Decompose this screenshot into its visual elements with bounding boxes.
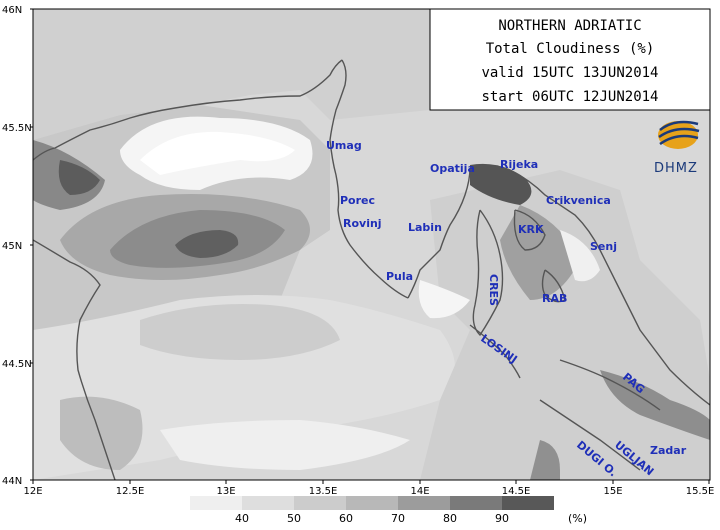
x-tick-label: 12E (23, 486, 42, 497)
shade-south-dark (530, 440, 560, 480)
legend-unit: (%) (568, 512, 587, 525)
title-line-3: valid 15UTC 13JUN2014 (481, 65, 658, 81)
coast-krk (513, 209, 546, 251)
coastlines (33, 59, 710, 480)
legend-label: 50 (287, 512, 301, 525)
coast-istria-west (329, 59, 409, 299)
y-axis: 46N 45.5N 45N 44.5N 44N (2, 5, 33, 487)
legend-label: 60 (339, 512, 353, 525)
x-tick-label: 15.5E (686, 486, 715, 497)
place-pula: Pula (386, 270, 413, 283)
y-tick-label: 44N (2, 476, 22, 487)
shade-south-clear (160, 420, 410, 470)
shade-north (33, 9, 430, 140)
x-tick-label: 15E (603, 486, 622, 497)
place-umag: Umag (326, 139, 362, 152)
x-tick-label: 14E (410, 486, 429, 497)
legend-label: 80 (443, 512, 457, 525)
legend-label: 70 (391, 512, 405, 525)
shade-west-core (58, 160, 100, 195)
coast-istria-east (407, 167, 471, 299)
coast-ugljan (539, 399, 641, 471)
dhmz-swoosh-icon (658, 120, 700, 149)
dhmz-logo-text: DHMZ (654, 161, 698, 176)
place-rovinj: Rovinj (343, 217, 382, 230)
legend-swatch (502, 496, 554, 510)
place-porec: Porec (340, 194, 375, 207)
x-axis: 12E 12.5E 13E 13.5E 14E 14.5E 15E 15.5E (23, 480, 714, 497)
shade-band-core (175, 230, 239, 258)
place-krk: KRK (518, 223, 544, 236)
y-tick-label: 44.5N (2, 359, 32, 370)
legend: 40 50 60 70 80 90 (%) (190, 496, 587, 525)
title-box-frame (429, 8, 711, 111)
place-rijeka: Rijeka (500, 158, 538, 171)
place-zadar: Zadar (650, 444, 687, 457)
shade-pag (600, 370, 710, 440)
cloud-shading (33, 9, 710, 480)
y-tick-label: 46N (2, 5, 22, 16)
shade-rijeka-core (470, 163, 532, 205)
title-line-1: NORTHERN ADRIATIC (498, 18, 641, 34)
shade-krk-band (500, 205, 580, 300)
legend-swatch (346, 496, 398, 510)
shade-southwest (60, 396, 143, 470)
x-tick-label: 14.5E (502, 486, 531, 497)
place-rab: RAB (542, 292, 567, 305)
legend-label: 90 (495, 512, 509, 525)
place-crikvenica: Crikvenica (546, 194, 611, 207)
legend-swatch (450, 496, 502, 510)
place-senj: Senj (590, 240, 617, 253)
y-tick-label: 45N (2, 241, 22, 252)
place-cres: CRES (487, 274, 500, 306)
x-tick-label: 12.5E (116, 486, 145, 497)
place-opatija: Opatija (430, 162, 475, 175)
legend-label: 40 (235, 512, 249, 525)
place-labin: Labin (408, 221, 442, 234)
coast-losinj (469, 324, 521, 379)
title-line-4: start 06UTC 12JUN2014 (481, 89, 658, 105)
coast-croatia (469, 164, 710, 406)
coast-pag (559, 359, 661, 411)
x-tick-label: 13.5E (309, 486, 338, 497)
shade-clear-south (418, 280, 470, 319)
title-box: NORTHERN ADRIATIC Total Cloudiness (%) v… (429, 8, 711, 111)
coast-north-italy (33, 59, 343, 161)
dhmz-logo: DHMZ (654, 120, 700, 176)
title-line-2: Total Cloudiness (%) (486, 41, 655, 57)
coast-rab (541, 269, 566, 303)
x-tick-label: 13E (216, 486, 235, 497)
legend-swatch (242, 496, 294, 510)
shade-clear-core (140, 131, 295, 175)
legend-swatch (190, 496, 242, 510)
shade-south-mid (140, 304, 340, 360)
coast-italy-east (33, 239, 116, 480)
legend-swatch (294, 496, 346, 510)
coast-cres (472, 209, 504, 337)
shade-senj-clear (560, 230, 600, 282)
y-tick-label: 45.5N (2, 123, 32, 134)
legend-swatch (398, 496, 450, 510)
